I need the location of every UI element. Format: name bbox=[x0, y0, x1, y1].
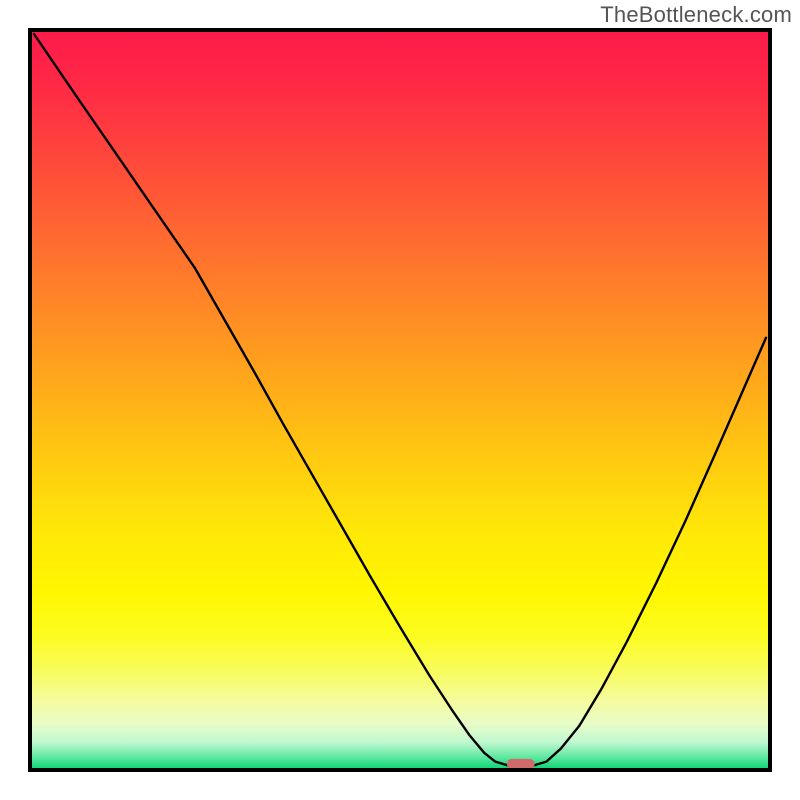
plot-background bbox=[32, 32, 768, 768]
watermark-text: TheBottleneck.com bbox=[600, 2, 792, 28]
chart-container: TheBottleneck.com bbox=[0, 0, 800, 800]
chart-svg bbox=[0, 0, 800, 800]
optimal-marker bbox=[507, 759, 535, 769]
